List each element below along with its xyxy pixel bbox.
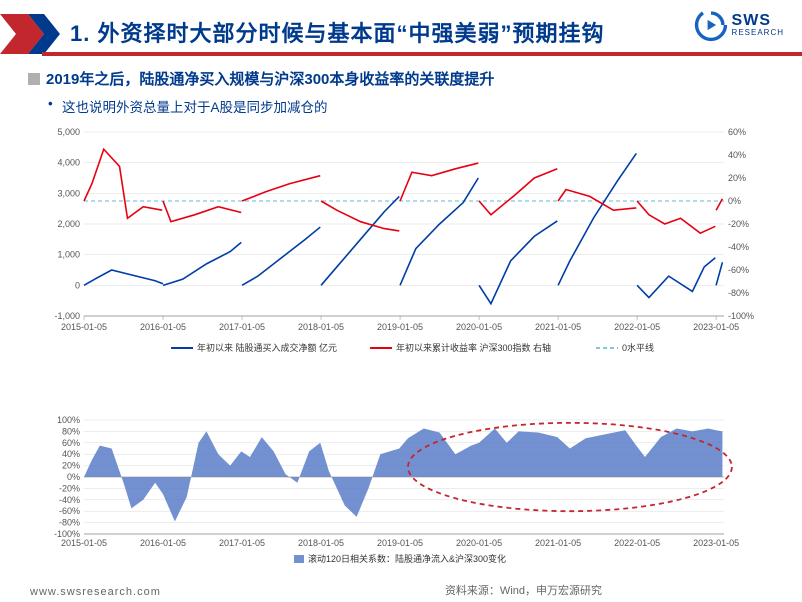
svg-text:20%: 20% — [728, 173, 746, 183]
svg-text:2023-01-05: 2023-01-05 — [693, 538, 739, 548]
svg-text:-20%: -20% — [59, 483, 80, 493]
svg-text:4,000: 4,000 — [57, 158, 80, 168]
bullet-point: 这也说明外资总量上对于A股是同步加减仓的 — [62, 96, 328, 116]
svg-text:2021-01-05: 2021-01-05 — [535, 538, 581, 548]
sws-logo: SWS RESEARCH — [694, 8, 784, 42]
logo-icon — [694, 8, 728, 42]
source-citation: 资料来源：Wind，申万宏源研究 — [445, 582, 602, 598]
svg-text:2021-01-05: 2021-01-05 — [535, 322, 581, 332]
svg-text:2,000: 2,000 — [57, 219, 80, 229]
svg-text:2019-01-05: 2019-01-05 — [377, 322, 423, 332]
svg-text:60%: 60% — [62, 438, 80, 448]
svg-text:2015-01-05: 2015-01-05 — [61, 322, 107, 332]
svg-text:1,000: 1,000 — [57, 250, 80, 260]
svg-text:-60%: -60% — [728, 265, 749, 275]
svg-text:2016-01-05: 2016-01-05 — [140, 538, 186, 548]
svg-text:2017-01-05: 2017-01-05 — [219, 322, 265, 332]
logo-text-big: SWS — [732, 13, 784, 29]
svg-text:2020-01-05: 2020-01-05 — [456, 322, 502, 332]
svg-text:40%: 40% — [62, 449, 80, 459]
subtitle: 2019年之后，陆股通净买入规模与沪深300本身收益率的关联度提升 — [28, 68, 494, 89]
title-bar: 1. 外资择时大部分时候与基本面“中强美弱”预期挂钩 — [0, 14, 802, 54]
chart-dual-axis: -1,000 0 1,000 2,000 3,000 4,000 5,000 -100% -80… — [40, 126, 768, 362]
svg-text:-40%: -40% — [59, 495, 80, 505]
svg-text:-20%: -20% — [728, 219, 749, 229]
svg-text:滚动120日相关系数：陆股通净流入&沪深300变化: 滚动120日相关系数：陆股通净流入&沪深300变化 — [308, 553, 506, 564]
svg-text:40%: 40% — [728, 150, 746, 160]
svg-text:3,000: 3,000 — [57, 188, 80, 198]
svg-text:-1,000: -1,000 — [54, 311, 80, 321]
svg-text:-100%: -100% — [728, 311, 754, 321]
svg-text:2022-01-05: 2022-01-05 — [614, 538, 660, 548]
svg-text:-80%: -80% — [728, 288, 749, 298]
svg-text:80%: 80% — [62, 426, 80, 436]
svg-text:0: 0 — [75, 280, 80, 290]
svg-text:年初以来累计收益率 沪深300指数 右轴: 年初以来累计收益率 沪深300指数 右轴 — [396, 342, 551, 353]
svg-text:2022-01-05: 2022-01-05 — [614, 322, 660, 332]
svg-text:2020-01-05: 2020-01-05 — [456, 538, 502, 548]
page-title: 1. 外资择时大部分时候与基本面“中强美弱”预期挂钩 — [70, 16, 604, 48]
svg-text:2018-01-05: 2018-01-05 — [298, 538, 344, 548]
logo-text-small: RESEARCH — [732, 29, 784, 37]
svg-text:2017-01-05: 2017-01-05 — [219, 538, 265, 548]
svg-text:-60%: -60% — [59, 506, 80, 516]
svg-text:0%: 0% — [67, 472, 80, 482]
svg-text:-80%: -80% — [59, 518, 80, 528]
svg-text:100%: 100% — [57, 416, 80, 425]
svg-text:60%: 60% — [728, 127, 746, 137]
svg-text:20%: 20% — [62, 461, 80, 471]
svg-text:2019-01-05: 2019-01-05 — [377, 538, 423, 548]
chart-correlation-area: -100%-80%-60%-40%-20%0%20%40%60%80%100%2… — [40, 416, 768, 566]
title-underline — [42, 52, 802, 56]
chevron-decoration — [0, 14, 60, 54]
svg-text:2016-01-05: 2016-01-05 — [140, 322, 186, 332]
svg-text:0%: 0% — [728, 196, 741, 206]
svg-text:2015-01-05: 2015-01-05 — [61, 538, 107, 548]
svg-text:5,000: 5,000 — [57, 127, 80, 137]
svg-text:-40%: -40% — [728, 242, 749, 252]
svg-text:2023-01-05: 2023-01-05 — [693, 322, 739, 332]
svg-text:2018-01-05: 2018-01-05 — [298, 322, 344, 332]
svg-text:年初以来 陆股通买入成交净额 亿元: 年初以来 陆股通买入成交净额 亿元 — [197, 342, 337, 353]
footer-url: www.swsresearch.com — [30, 586, 161, 598]
svg-text:0水平线: 0水平线 — [622, 342, 654, 353]
